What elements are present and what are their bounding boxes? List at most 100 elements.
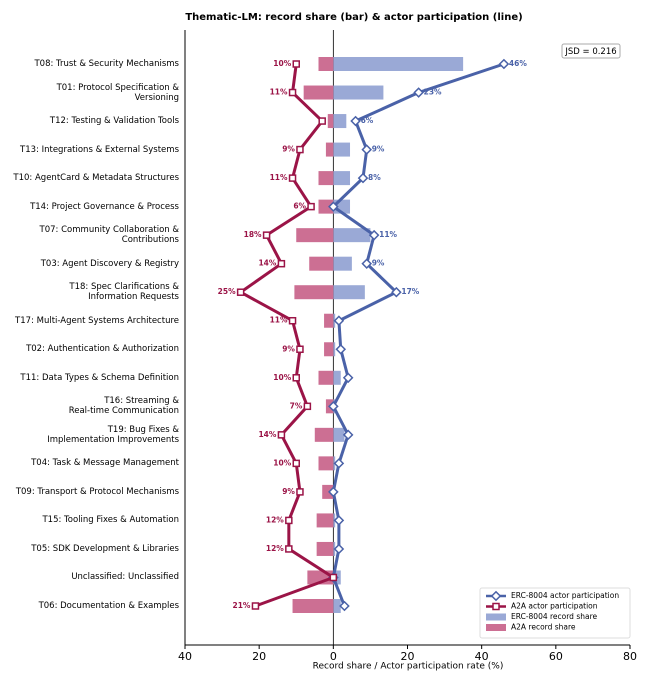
marker: [251, 602, 260, 610]
bar: [333, 142, 351, 157]
bar: [333, 342, 336, 357]
bar: [292, 599, 334, 613]
marker: [307, 202, 315, 211]
y-tick-label: T17: Multi-Agent Systems Architecture: [15, 315, 179, 326]
data-label: 9%: [372, 145, 385, 154]
marker: [329, 573, 338, 582]
bar: [318, 171, 334, 186]
marker: [296, 145, 304, 154]
bar: [296, 228, 334, 243]
y-tick-label: T08: Trust & Security Mechanisms: [34, 59, 179, 69]
data-label: 6%: [361, 116, 374, 125]
marker: [288, 88, 297, 97]
y-tick-label: T15: Tooling Fixes & Automation: [42, 515, 179, 526]
data-label: 11%: [270, 88, 288, 97]
data-label: 9%: [282, 145, 295, 154]
legend-marker: [490, 590, 502, 602]
marker: [318, 117, 326, 125]
data-label: 17%: [401, 287, 419, 296]
data-label: 21%: [233, 601, 251, 610]
data-label: 23%: [424, 88, 442, 97]
bar: [294, 285, 334, 300]
data-label: 10%: [273, 59, 291, 68]
data-label: 14%: [258, 259, 276, 268]
y-tick-label: T03: Agent Discovery & Registry: [40, 258, 179, 269]
marker: [328, 486, 339, 498]
data-label: 8%: [368, 173, 381, 182]
marker: [236, 288, 245, 296]
bar: [333, 171, 351, 186]
bar: [318, 370, 334, 385]
data-label: 14%: [258, 430, 276, 439]
bar: [318, 456, 334, 471]
chart-title: Thematic-LM: record share (bar) & actor …: [185, 12, 522, 23]
legend-label: A2A actor participation: [511, 602, 598, 611]
y-tick-label: T14: Project Governance & Process: [30, 201, 179, 212]
bar: [333, 85, 384, 100]
marker: [357, 172, 369, 184]
y-tick-label: T18: Spec Clarifications & Information R…: [69, 282, 179, 303]
marker: [350, 115, 361, 127]
bar: [333, 370, 341, 385]
marker: [292, 60, 300, 68]
bar: [303, 85, 334, 100]
y-tick-label: T07: Community Collaboration & Contribut…: [39, 225, 179, 246]
data-label: 11%: [379, 230, 397, 239]
marker: [361, 144, 373, 155]
bar: [322, 484, 334, 499]
bar: [333, 57, 464, 71]
line: [331, 62, 505, 607]
bar: [325, 142, 334, 157]
y-tick-label: T04: Task & Message Management: [31, 458, 179, 469]
bar: [324, 342, 334, 357]
marker: [285, 516, 293, 525]
legend-swatch: [486, 613, 506, 621]
y-tick-label: T19: Bug Fixes & Implementation Improvem…: [47, 424, 179, 445]
annotation: JSD = 0.216: [564, 47, 616, 57]
marker: [285, 545, 293, 553]
x-tick-label: 20: [401, 650, 415, 663]
y-tick-label: Unclassified: Unclassified: [71, 572, 179, 583]
marker: [391, 286, 402, 298]
legend-swatch: [486, 624, 506, 631]
marker: [288, 174, 297, 182]
bar: [318, 57, 334, 71]
marker: [333, 458, 345, 469]
y-tick-label: T02: Authentication & Authorization: [26, 344, 179, 355]
bar: [327, 114, 334, 129]
legend-label: A2A record share: [511, 623, 576, 632]
data-label: 18%: [244, 230, 262, 239]
data-label: 9%: [372, 259, 385, 268]
bar: [333, 285, 365, 300]
bar: [316, 541, 334, 556]
x-axis-label: Record share / Actor participation rate …: [313, 662, 504, 672]
marker: [328, 401, 339, 412]
y-tick-label: T12: Testing & Validation Tools: [49, 116, 179, 127]
marker: [288, 316, 297, 325]
bar: [333, 427, 345, 442]
bar: [333, 114, 347, 129]
bar: [309, 256, 334, 271]
bar: [324, 313, 334, 328]
x-tick-label: 20: [252, 650, 266, 663]
marker: [303, 402, 312, 411]
marker: [277, 259, 286, 268]
marker: [292, 459, 300, 468]
legend-label: ERC-8004 record share: [511, 612, 598, 621]
bar: [333, 228, 371, 243]
data-label: 12%: [266, 515, 284, 524]
marker: [368, 229, 380, 241]
data-label: 46%: [509, 59, 527, 68]
marker: [335, 343, 347, 355]
x-tick-label: 40: [178, 650, 192, 663]
marker: [277, 431, 286, 439]
marker: [296, 488, 304, 496]
marker: [361, 258, 373, 269]
marker: [342, 429, 354, 441]
data-label: 11%: [270, 316, 288, 325]
data-label: 12%: [266, 544, 284, 553]
marker: [292, 374, 300, 382]
y-tick-label: T05: SDK Development & Libraries: [31, 543, 179, 554]
bar: [314, 427, 334, 442]
legend-box: [479, 587, 631, 639]
